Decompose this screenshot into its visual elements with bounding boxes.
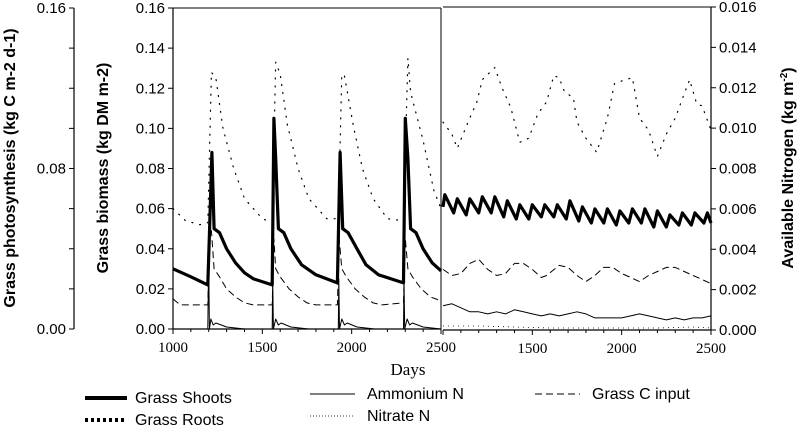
y-tick-label: 0.008 [719, 161, 757, 178]
outer-y-tick-label: 0.16 [37, 0, 66, 17]
y-axis-title: Grass biomass (kg DM m-2) [95, 63, 112, 274]
x-tick-label: 1000 [158, 340, 188, 356]
series-grass-c-input [442, 258, 712, 285]
series-grass-c-input [172, 230, 442, 306]
y-tick-label: 0.10 [136, 120, 165, 137]
outer-y-axis-title: Grass photosynthesis (kg C m-2 d-1) [2, 28, 19, 307]
y-axis-title-paren: ) [780, 67, 797, 72]
legend-item: Grass C input [535, 386, 690, 403]
x-tick-label: 1500 [247, 340, 277, 356]
outer-y-tick-label: 0.08 [37, 161, 66, 178]
legend-label: Grass Roots [135, 412, 224, 429]
y-tick-label: 0.14 [136, 40, 165, 57]
legend-label: Grass C input [592, 386, 690, 403]
legend-item: Nitrate N [310, 408, 430, 425]
legend-item: Ammonium N [310, 386, 464, 403]
series-nitrate-n [443, 325, 712, 329]
y-tick-label: 0.016 [719, 0, 757, 16]
y-tick-label: 0.08 [136, 161, 165, 178]
y-tick-label: 0.014 [719, 39, 757, 56]
series-grass-roots [442, 67, 712, 157]
legend-label: Grass Shoots [135, 390, 232, 407]
y-tick-label: 0.006 [719, 201, 757, 218]
y-tick-label: 0.16 [136, 0, 165, 17]
y-axis-title-main: Available Nitrogen (kg m [780, 82, 797, 269]
series-ammonium-n [442, 303, 712, 321]
series-grass-shoots [172, 116, 443, 287]
y-tick-label: 0.012 [719, 80, 757, 97]
legend-label: Ammonium N [367, 386, 464, 403]
y-tick-label: 0.00 [136, 321, 165, 338]
panel-biomass: 1000 1500 2000 2500 0.00 0.08 0.16 Grass photos… [2, 0, 456, 356]
x-tick-label: 2500 [696, 341, 726, 357]
y-tick-label: 0.002 [719, 282, 757, 299]
y-tick-label: 0.02 [136, 281, 165, 298]
x-tick-label: 1500 [517, 341, 547, 357]
y-tick-label: 0.12 [136, 80, 165, 97]
y-axis-title-sup: -2 [779, 72, 790, 81]
series-grass-shoots [441, 193, 713, 229]
x-axis-title: Days [391, 360, 426, 379]
legend-label: Nitrate N [367, 408, 430, 425]
y-tick-label: 0.010 [719, 120, 757, 137]
legend-item: Grass Roots [85, 412, 224, 429]
series-ammonium-n [173, 278, 442, 330]
x-tick-label: 2000 [337, 340, 367, 356]
x-tick-label: 2000 [607, 341, 637, 357]
outer-y-tick-label: 0.00 [37, 321, 66, 338]
y-axis-title-right: Available Nitrogen (kg m-2) [779, 67, 797, 268]
y-tick-label: 0.04 [136, 241, 165, 258]
x-tick-label: 2500 [426, 340, 456, 356]
legend: Grass Shoots Grass Roots Ammonium N Nitrate… [85, 386, 690, 429]
y-tick-label: 0.000 [719, 322, 757, 339]
legend-item: Grass Shoots [85, 390, 232, 407]
y-tick-label: 0.004 [719, 241, 757, 258]
panel-nitrogen: 1500 2000 2500 0.000 0.002 0.004 0.006 0.008 0.0… [441, 0, 797, 357]
y-tick-label: 0.06 [136, 201, 165, 218]
